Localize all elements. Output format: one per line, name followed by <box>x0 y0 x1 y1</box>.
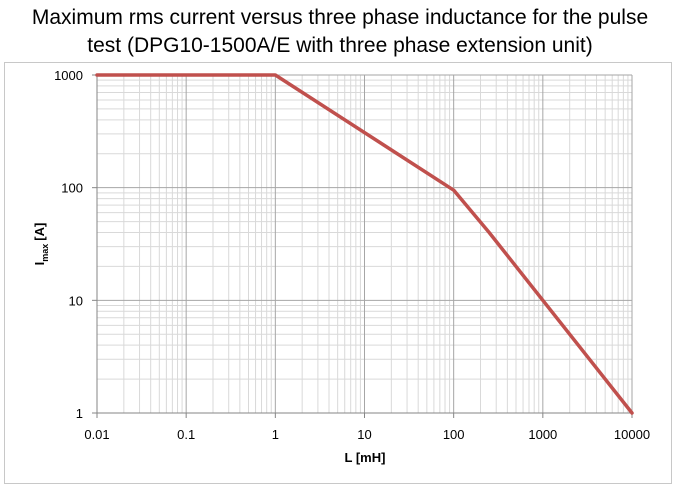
x-tick-label: 0.1 <box>177 427 195 442</box>
axes <box>92 74 633 418</box>
series <box>95 73 634 415</box>
x-axis-label: L [mH] <box>345 450 386 465</box>
series-line <box>95 73 634 415</box>
x-tick-label: 0.01 <box>84 427 109 442</box>
chart-title: Maximum rms current versus three phase i… <box>0 4 680 60</box>
chart-title-line-1: Maximum rms current versus three phase i… <box>31 6 649 29</box>
x-tick-labels: 0.01 0.1 1 10 100 1000 10000 <box>84 427 650 442</box>
y-tick-label: 100 <box>61 181 83 196</box>
x-tick-label: 10000 <box>614 427 650 442</box>
x-tick-label: 1 <box>272 427 279 442</box>
y-axis-label: Imax [A] <box>32 223 50 266</box>
x-tick-label: 10 <box>357 427 371 442</box>
x-tick-label: 1000 <box>528 427 557 442</box>
y-tick-label: 10 <box>69 293 83 308</box>
y-axis-label-unit: [A] <box>32 223 47 241</box>
x-tick-label: 100 <box>443 427 465 442</box>
y-tick-labels: 1 10 100 1000 <box>54 68 83 421</box>
y-axis-label-sub: max <box>40 244 50 262</box>
chart-title-line-2: test (DPG10-1500A/E with three phase ext… <box>87 34 593 57</box>
y-tick-label: 1000 <box>54 68 83 83</box>
y-axis-label-main: I <box>32 262 47 266</box>
y-tick-label: 1 <box>76 406 83 421</box>
